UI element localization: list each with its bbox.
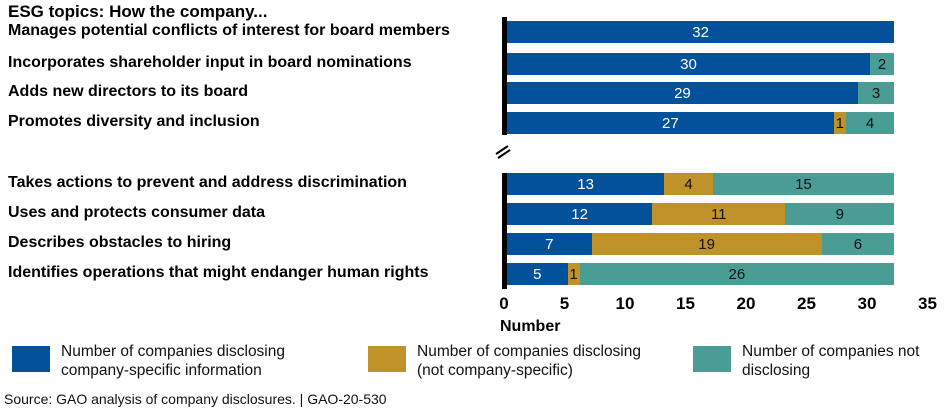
bar-segment: 13 bbox=[507, 173, 665, 195]
bar-segment: 1 bbox=[567, 263, 580, 285]
bar-segment: 5 bbox=[507, 263, 568, 285]
category-label: Incorporates shareholder input in board … bbox=[8, 54, 412, 71]
x-tick-label: 30 bbox=[857, 294, 877, 313]
chart-title: ESG topics: How the company... bbox=[8, 2, 268, 21]
bar-segment: 12 bbox=[507, 203, 653, 225]
bar-segment: 4 bbox=[845, 112, 895, 134]
bar-segment: 30 bbox=[507, 53, 870, 75]
category-label: Describes obstacles to hiring bbox=[8, 234, 232, 251]
bar-segment: 32 bbox=[507, 21, 895, 43]
source-note: Source: GAO analysis of company disclosu… bbox=[4, 391, 387, 407]
bar-segment: 26 bbox=[579, 263, 895, 285]
legend-swatch bbox=[12, 346, 50, 372]
bar-segment: 9 bbox=[785, 203, 895, 225]
bar-segment: 19 bbox=[591, 233, 822, 255]
category-label: Takes actions to prevent and address dis… bbox=[8, 174, 407, 191]
bar-segment: 27 bbox=[507, 112, 834, 134]
x-tick-label: 35 bbox=[918, 294, 937, 313]
category-label: Adds new directors to its board bbox=[8, 83, 249, 100]
bar-segment: 1 bbox=[833, 112, 846, 134]
legend-label: Number of companies disclosing company-sp… bbox=[61, 343, 285, 379]
x-tick-label: 20 bbox=[736, 294, 756, 313]
bar-segment: 11 bbox=[652, 203, 786, 225]
category-label: Uses and protects consumer data bbox=[8, 204, 265, 221]
y-axis-line-bottom bbox=[502, 173, 507, 289]
category-label: Promotes diversity and inclusion bbox=[8, 113, 260, 130]
y-axis-line-top bbox=[502, 17, 507, 135]
category-label: Identifies operations that might endange… bbox=[8, 264, 429, 281]
bar-segment: 15 bbox=[712, 173, 895, 195]
bar-segment: 7 bbox=[507, 233, 592, 255]
x-axis-label: Number bbox=[500, 318, 561, 335]
axis-break-icon bbox=[495, 145, 511, 159]
x-tick-label: 10 bbox=[615, 294, 635, 313]
x-tick-label: 5 bbox=[559, 294, 570, 313]
legend-label: Number of companies not disclosing bbox=[742, 343, 920, 379]
bar-segment: 3 bbox=[857, 82, 895, 104]
x-tick-label: 15 bbox=[676, 294, 695, 313]
legend-swatch bbox=[368, 346, 406, 372]
legend-swatch bbox=[693, 346, 731, 372]
category-label: Manages potential conflicts of interest … bbox=[8, 22, 450, 39]
x-tick-label: 0 bbox=[499, 294, 509, 313]
legend-label: Number of companies disclosing (not compa… bbox=[417, 343, 641, 379]
bar-segment: 2 bbox=[870, 53, 895, 75]
bar-segment: 4 bbox=[664, 173, 713, 195]
bar-segment: 29 bbox=[507, 82, 858, 104]
x-tick-label: 25 bbox=[797, 294, 816, 313]
bar-segment: 6 bbox=[821, 233, 895, 255]
